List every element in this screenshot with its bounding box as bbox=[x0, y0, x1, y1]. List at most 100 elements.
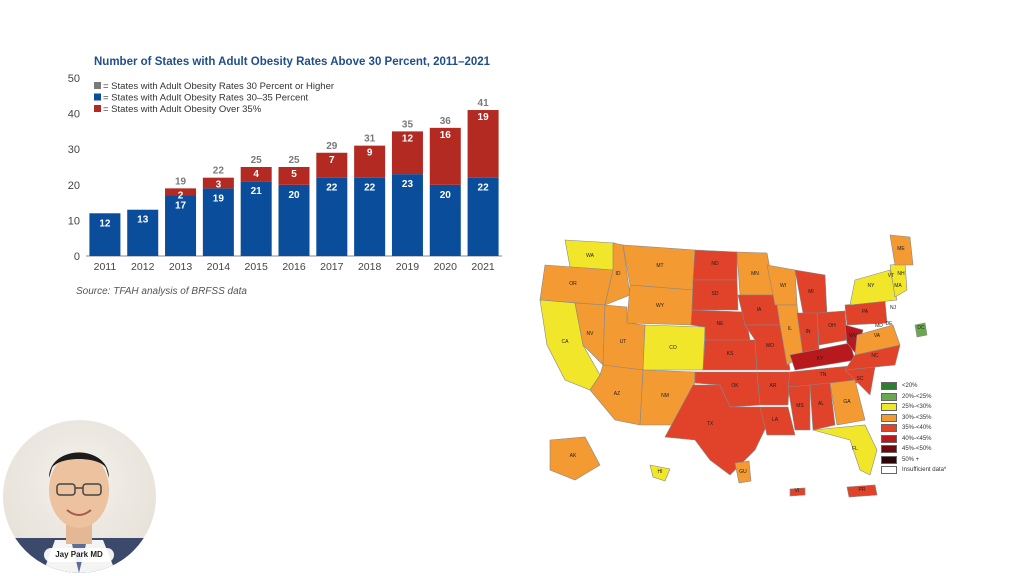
map-legend-row: 20%-<25% bbox=[881, 392, 973, 403]
y-tick-label: 30 bbox=[68, 144, 80, 156]
state-label: OR bbox=[569, 281, 577, 287]
bar-total-label: 36 bbox=[440, 116, 452, 127]
territory-pr bbox=[846, 484, 878, 498]
map-legend-label: <20% bbox=[902, 383, 918, 390]
bar-chart-svg: 0102030405012201113201217219201319322201… bbox=[68, 73, 502, 273]
bar-over-35-label: 12 bbox=[402, 133, 414, 144]
bar-30-35-label: 12 bbox=[99, 218, 111, 229]
bar-over-35 bbox=[316, 152, 348, 178]
map-legend-swatch bbox=[881, 382, 897, 391]
x-tick-label: 2017 bbox=[320, 261, 344, 273]
map-legend: <20% 20%-<25% 25%-<30% 30%-<35% 35%-<40% 40%-… bbox=[881, 381, 973, 476]
bar-total-label: 25 bbox=[251, 155, 263, 166]
state-hi bbox=[649, 464, 671, 482]
state-label: NC bbox=[871, 353, 879, 359]
x-tick-label: 2013 bbox=[169, 261, 193, 273]
bar-30-35 bbox=[316, 177, 348, 256]
state-label: NE bbox=[717, 321, 725, 327]
y-tick-label: 10 bbox=[68, 215, 80, 227]
state-label: DC bbox=[917, 325, 925, 331]
bar-30-35-label: 20 bbox=[440, 190, 452, 201]
map-legend-label: 30%-<35% bbox=[902, 414, 932, 421]
x-tick-label: 2014 bbox=[207, 261, 231, 273]
map-legend-row: <20% bbox=[881, 381, 973, 392]
map-legend-swatch bbox=[881, 434, 897, 443]
state-ak bbox=[549, 436, 601, 481]
map-legend-label: 45%-<50% bbox=[902, 446, 932, 453]
bar-30-35 bbox=[165, 195, 197, 256]
map-legend-swatch bbox=[881, 403, 897, 412]
state-label: ID bbox=[616, 271, 621, 277]
x-tick-label: 2019 bbox=[396, 261, 420, 273]
state-ny bbox=[849, 269, 898, 306]
bar-30-35 bbox=[127, 209, 159, 256]
map-legend-label: 20%-<25% bbox=[902, 393, 932, 400]
state-label: OH bbox=[828, 323, 836, 329]
map-legend-swatch bbox=[881, 455, 897, 464]
bar-30-35-label: 22 bbox=[478, 183, 490, 194]
bar-over-35-label: 2 bbox=[178, 190, 184, 201]
state-label: GA bbox=[843, 399, 851, 405]
state-label: WV bbox=[849, 333, 858, 339]
x-tick-label: 2011 bbox=[94, 261, 117, 273]
state-label: CA bbox=[562, 339, 570, 345]
bar-30-35-label: 22 bbox=[364, 183, 376, 194]
state-label: AR bbox=[770, 383, 777, 389]
state-fl bbox=[812, 424, 878, 476]
map-legend-row: 30%-<35% bbox=[881, 413, 973, 424]
state-label: FL bbox=[852, 446, 858, 452]
state-label: VI bbox=[795, 488, 800, 494]
state-label: IA bbox=[757, 307, 762, 313]
state-labels: WA OR CA NV ID MT WY UT AZ CO NM ND SD NE KS OK TX MN IA MO… bbox=[562, 246, 925, 494]
state-tx bbox=[664, 384, 768, 476]
bar-over-35 bbox=[165, 188, 197, 196]
state-va bbox=[854, 324, 901, 356]
state-label: SC bbox=[857, 376, 864, 382]
state-label: SD bbox=[712, 291, 719, 297]
state-label: DE bbox=[886, 321, 894, 327]
bar-over-35-label: 9 bbox=[367, 148, 373, 159]
bar-30-35 bbox=[429, 184, 461, 256]
bar-30-35 bbox=[391, 174, 423, 256]
y-tick-label: 20 bbox=[68, 180, 80, 192]
us-map-svg: WA OR CA NV ID MT WY UT AZ CO NM ND SD NE KS OK TX MN IA MO… bbox=[539, 234, 928, 498]
bar-30-35-label: 22 bbox=[326, 183, 338, 194]
bar-30-35-label: 17 bbox=[175, 200, 187, 211]
state-label: MI bbox=[808, 289, 814, 295]
state-ar bbox=[756, 371, 791, 406]
bar-over-35 bbox=[240, 167, 272, 182]
map-states bbox=[539, 234, 928, 498]
bar-30-35 bbox=[89, 213, 121, 256]
state-label: AZ bbox=[614, 391, 620, 397]
bar-over-35-label: 19 bbox=[478, 112, 490, 123]
bar-30-35-label: 20 bbox=[288, 190, 300, 201]
state-al bbox=[809, 382, 836, 431]
map-legend-swatch bbox=[881, 392, 897, 401]
state-label: OK bbox=[731, 383, 739, 389]
territory-gu bbox=[734, 460, 752, 484]
territory-vi bbox=[789, 487, 806, 497]
bar-30-35-label: 23 bbox=[402, 179, 414, 190]
state-label: VA bbox=[874, 333, 881, 339]
state-label: CO bbox=[669, 345, 677, 351]
map-legend-row: 25%-<30% bbox=[881, 402, 973, 413]
x-tick-label: 2020 bbox=[434, 261, 458, 273]
map-legend-swatch bbox=[881, 424, 897, 433]
bar-30-35-label: 21 bbox=[251, 186, 263, 197]
map-legend-label: 40%-<45% bbox=[902, 435, 932, 442]
bar-over-35-label: 4 bbox=[253, 169, 259, 180]
territory-dc bbox=[914, 322, 928, 338]
bar-total-label: 31 bbox=[364, 134, 376, 145]
state-label: MN bbox=[751, 271, 759, 277]
bar-over-35 bbox=[202, 177, 234, 189]
bar-over-35 bbox=[429, 127, 461, 185]
map-legend-swatch bbox=[881, 445, 897, 454]
state-label: AL bbox=[818, 401, 824, 407]
bar-over-35-label: 3 bbox=[216, 180, 222, 191]
state-label: LA bbox=[772, 417, 779, 423]
state-ms bbox=[787, 384, 811, 431]
map-legend-swatch bbox=[881, 413, 897, 422]
state-la bbox=[759, 406, 796, 436]
state-label: IL bbox=[788, 326, 792, 332]
obesity-bar-chart: 0 10 20 30 40 50 12 2011 13 2012 17 2 19 2013 19 3 22 201… bbox=[60, 48, 510, 308]
